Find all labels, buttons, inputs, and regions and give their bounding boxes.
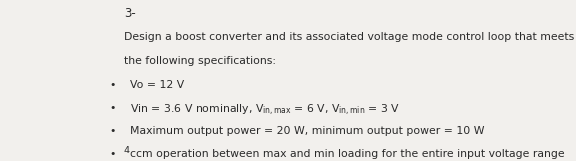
Text: 3-: 3- (124, 7, 135, 20)
Text: •: • (109, 103, 116, 113)
Text: •: • (109, 80, 116, 90)
Text: •: • (109, 149, 116, 159)
Text: the following specifications:: the following specifications: (124, 56, 276, 66)
Text: Design a boost converter and its associated voltage mode control loop that meets: Design a boost converter and its associa… (124, 32, 574, 42)
Text: 4: 4 (124, 146, 130, 155)
Text: Maximum output power = 20 W, minimum output power = 10 W: Maximum output power = 20 W, minimum out… (130, 126, 484, 136)
Text: ccm operation between max and min loading for the entire input voltage range: ccm operation between max and min loadin… (130, 149, 564, 159)
Text: Vin = 3.6 V nominally, V$_{\mathregular{in,max}}$ = 6 V, V$_{\mathregular{in,min: Vin = 3.6 V nominally, V$_{\mathregular{… (130, 103, 400, 118)
Text: •: • (109, 126, 116, 136)
Text: Vo = 12 V: Vo = 12 V (130, 80, 184, 90)
